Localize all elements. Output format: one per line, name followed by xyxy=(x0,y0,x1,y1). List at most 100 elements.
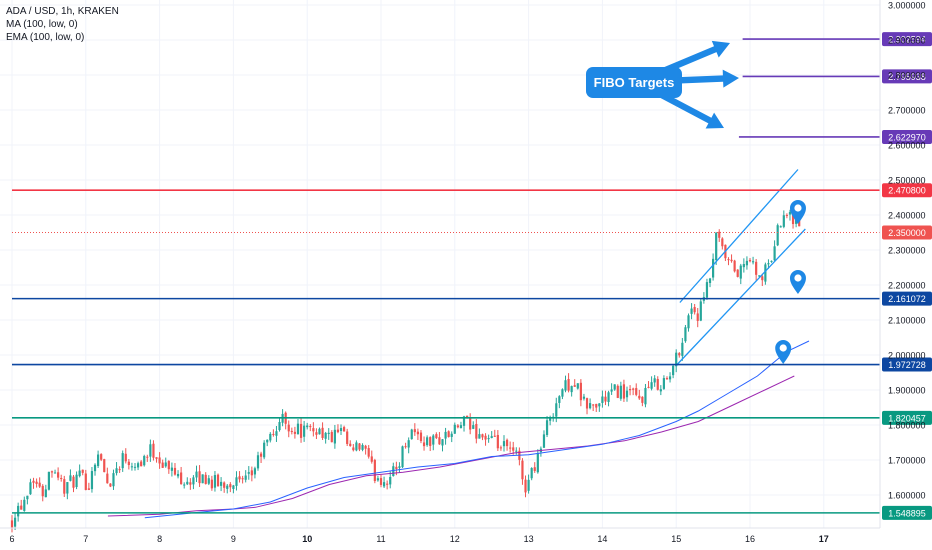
candle-body-44 xyxy=(146,456,149,458)
candle-body-167 xyxy=(524,479,527,493)
candle-body-49 xyxy=(161,462,164,468)
candle-body-224 xyxy=(699,301,702,321)
symbol-title[interactable]: ADA / USD, 1h, KRAKEN xyxy=(6,6,119,17)
candle-body-190 xyxy=(595,403,598,408)
candle-body-104 xyxy=(330,432,333,443)
candle-body-250 xyxy=(779,226,782,228)
candle-body-100 xyxy=(318,428,321,435)
candle-body-92 xyxy=(293,431,296,434)
candle-body-247 xyxy=(770,260,773,262)
candle-body-182 xyxy=(570,386,573,393)
candle-body-194 xyxy=(607,392,610,403)
candle-body-241 xyxy=(751,261,755,263)
candle-body-148 xyxy=(466,415,469,418)
candle-body-138 xyxy=(435,434,438,439)
candle-body-253 xyxy=(788,211,792,215)
candle-body-83 xyxy=(266,439,269,443)
candle-body-198 xyxy=(619,385,622,399)
last-price-label-bg xyxy=(882,225,932,240)
candle-body-144 xyxy=(453,424,456,434)
y-tick-label-4: 2.600000 xyxy=(888,141,926,151)
candle-body-85 xyxy=(272,433,275,435)
candle-body-161 xyxy=(505,439,509,447)
candle-body-2 xyxy=(17,505,20,517)
y-tick-label-3: 2.700000 xyxy=(888,106,926,116)
y-tick-label-6: 2.400000 xyxy=(888,211,926,221)
candle-body-205 xyxy=(641,396,644,403)
candle-body-179 xyxy=(561,389,564,397)
ema-100-line xyxy=(144,340,810,519)
candle-body-140 xyxy=(441,439,444,446)
support-2-price-label: 1.972728 xyxy=(888,360,926,370)
candle-body-87 xyxy=(278,422,281,431)
candle-body-143 xyxy=(450,433,453,437)
marker-middle[interactable] xyxy=(789,270,806,294)
candle-body-105 xyxy=(333,429,336,444)
candle-body-107 xyxy=(339,428,343,432)
candle-body-188 xyxy=(589,403,592,409)
candle-body-230 xyxy=(718,231,721,238)
candle-body-99 xyxy=(315,432,318,435)
candle-body-254 xyxy=(791,211,795,225)
candle-body-73 xyxy=(235,477,238,486)
fibo-target-2-label-bg xyxy=(882,69,932,84)
candle-body-59 xyxy=(192,477,195,485)
candle-body-41 xyxy=(136,463,140,468)
candle-body-118 xyxy=(373,460,376,482)
candle-body-128 xyxy=(404,446,407,448)
candle-body-238 xyxy=(742,263,745,268)
ma-indicator-label[interactable]: MA (100, low, 0) xyxy=(6,19,78,30)
candle-body-9 xyxy=(38,482,41,487)
candle-body-25 xyxy=(87,488,90,490)
candle-body-142 xyxy=(447,431,450,437)
marker-lower[interactable] xyxy=(775,340,792,364)
candle-body-151 xyxy=(475,423,478,439)
candle-body-6 xyxy=(29,482,32,495)
channel-lower-line xyxy=(675,228,806,366)
last-price-price-label: 2.350000 xyxy=(888,228,926,238)
fibo-callout-box[interactable] xyxy=(586,67,682,98)
candle-body-69 xyxy=(223,482,226,488)
y-tick-label-0: 3.000000 xyxy=(888,1,926,11)
candle-body-94 xyxy=(299,423,303,438)
candle-body-149 xyxy=(469,417,472,430)
candle-body-51 xyxy=(167,461,170,470)
candle-body-187 xyxy=(585,398,589,409)
candle-body-121 xyxy=(382,482,386,487)
candle-body-42 xyxy=(140,461,143,467)
candle-body-109 xyxy=(346,431,349,444)
support-3-label-bg xyxy=(882,410,932,425)
candle-body-163 xyxy=(512,447,515,451)
candle-body-166 xyxy=(521,460,524,480)
candle-body-183 xyxy=(573,385,576,387)
candle-body-157 xyxy=(493,435,496,437)
candle-body-227 xyxy=(708,278,712,284)
x-tick-label-9: 15 xyxy=(671,534,681,544)
candle-body-71 xyxy=(229,484,232,488)
candle-body-35 xyxy=(118,469,121,471)
candle-body-91 xyxy=(290,430,293,432)
candle-body-215 xyxy=(672,365,675,376)
candle-body-234 xyxy=(730,259,733,262)
candle-body-17 xyxy=(63,479,66,494)
candle-body-65 xyxy=(210,479,213,489)
x-tick-label-5: 11 xyxy=(376,534,385,544)
candle-body-81 xyxy=(259,453,263,457)
candle-body-23 xyxy=(81,469,84,473)
marker-upper[interactable] xyxy=(789,200,806,224)
candle-body-60 xyxy=(195,471,198,478)
candle-body-116 xyxy=(367,448,370,457)
y-tick-label-5: 2.500000 xyxy=(888,176,926,186)
candle-body-0 xyxy=(10,520,14,528)
candle-body-68 xyxy=(220,481,223,486)
candle-body-129 xyxy=(407,440,410,448)
candle-body-251 xyxy=(782,215,785,227)
candle-body-154 xyxy=(484,435,487,440)
candle-body-98 xyxy=(312,428,315,432)
candle-body-223 xyxy=(696,313,699,321)
candle-body-164 xyxy=(515,450,518,452)
ema-indicator-label[interactable]: EMA (100, low, 0) xyxy=(6,32,85,43)
candle-body-61 xyxy=(198,471,201,484)
x-tick-label-4: 10 xyxy=(302,534,312,544)
